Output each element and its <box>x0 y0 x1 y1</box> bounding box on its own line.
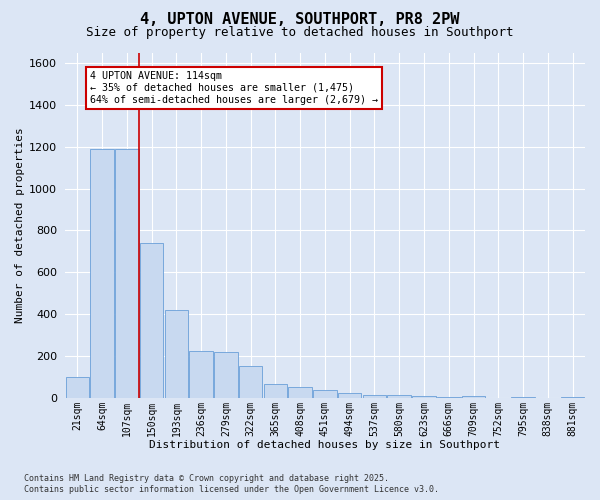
Bar <box>313 390 337 398</box>
Text: Size of property relative to detached houses in Southport: Size of property relative to detached ho… <box>86 26 514 39</box>
Bar <box>239 366 262 398</box>
Bar <box>412 396 436 398</box>
Bar <box>214 352 238 398</box>
Bar <box>190 350 213 398</box>
Bar <box>511 397 535 398</box>
Bar <box>115 149 139 398</box>
Text: 4, UPTON AVENUE, SOUTHPORT, PR8 2PW: 4, UPTON AVENUE, SOUTHPORT, PR8 2PW <box>140 12 460 26</box>
Bar <box>140 243 163 398</box>
Bar <box>462 396 485 398</box>
Bar <box>289 388 312 398</box>
Bar <box>388 396 411 398</box>
Bar <box>363 394 386 398</box>
Bar <box>263 384 287 398</box>
Bar <box>91 149 114 398</box>
Y-axis label: Number of detached properties: Number of detached properties <box>15 128 25 323</box>
Text: 4 UPTON AVENUE: 114sqm
← 35% of detached houses are smaller (1,475)
64% of semi-: 4 UPTON AVENUE: 114sqm ← 35% of detached… <box>89 72 377 104</box>
Bar <box>65 377 89 398</box>
Bar <box>164 310 188 398</box>
Bar <box>561 397 584 398</box>
X-axis label: Distribution of detached houses by size in Southport: Distribution of detached houses by size … <box>149 440 500 450</box>
Text: Contains HM Land Registry data © Crown copyright and database right 2025.
Contai: Contains HM Land Registry data © Crown c… <box>24 474 439 494</box>
Bar <box>338 392 361 398</box>
Bar <box>437 397 461 398</box>
